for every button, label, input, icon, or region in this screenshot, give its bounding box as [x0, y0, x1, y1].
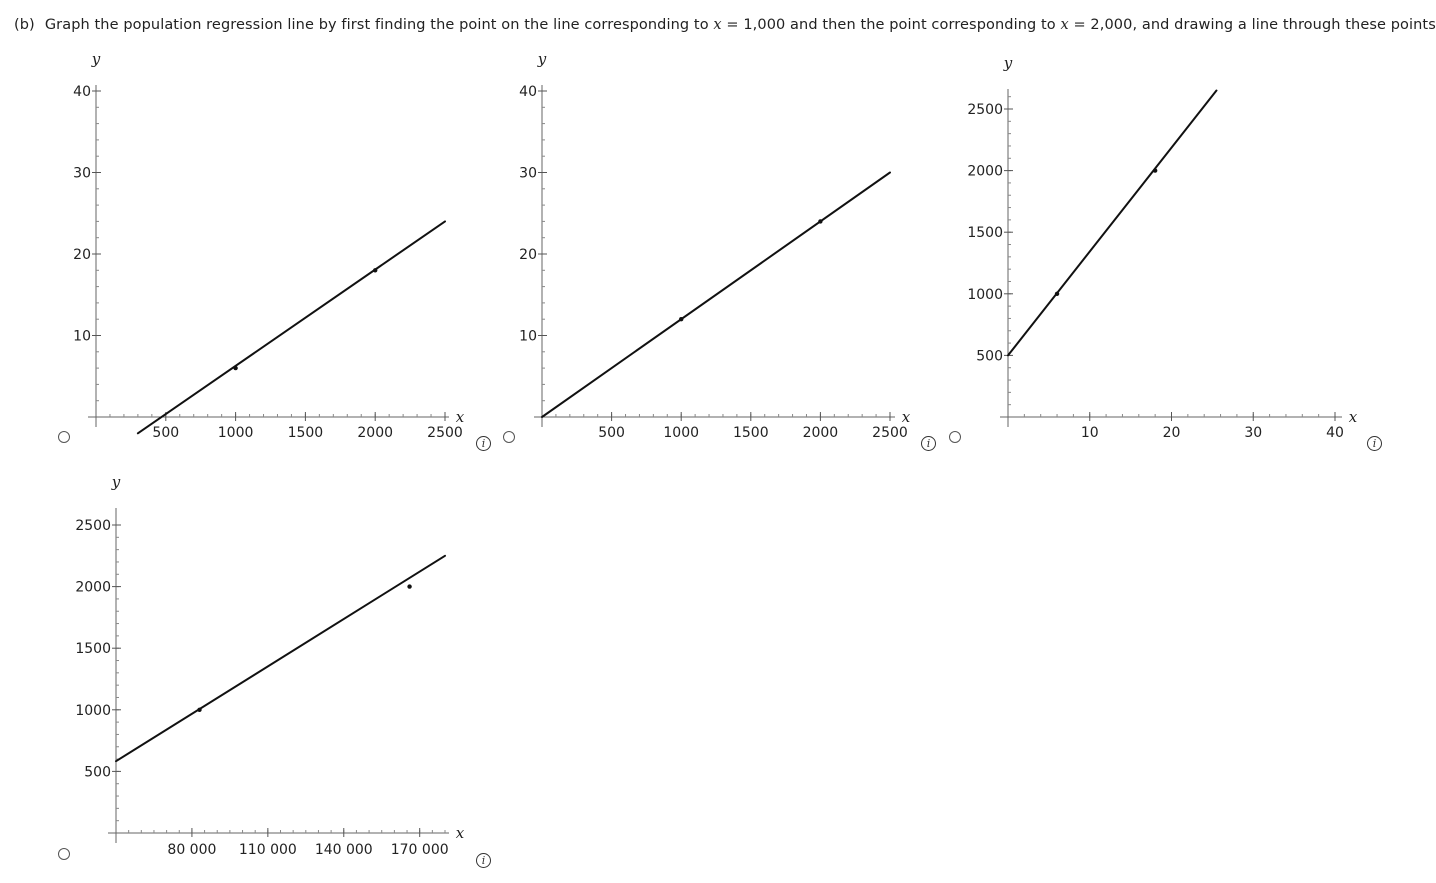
- regression-point: [818, 219, 823, 224]
- y-tick-label: 20: [519, 247, 537, 263]
- y-tick-label: 2000: [967, 164, 1003, 180]
- y-tick-label: 40: [519, 84, 537, 100]
- option-a-info-icon[interactable]: i: [476, 436, 491, 451]
- x-tick-label: 500: [598, 425, 625, 441]
- x-tick-label: 500: [152, 425, 179, 441]
- question-part-label: (b): [14, 17, 35, 33]
- y-tick-label: 40: [73, 84, 91, 100]
- y-tick-label: 500: [84, 764, 111, 780]
- x-tick-label: 10: [1081, 425, 1099, 441]
- option-b-info-icon[interactable]: i: [921, 436, 936, 451]
- x-tick-label: 2500: [427, 425, 463, 441]
- question-var-x-1: x: [713, 17, 722, 33]
- y-axis-label: y: [91, 50, 101, 68]
- x-tick-label: 1500: [288, 425, 324, 441]
- y-axis-label: y: [1003, 54, 1013, 72]
- regression-line: [541, 171, 891, 418]
- regression-point: [197, 707, 202, 712]
- x-tick-label: 30: [1244, 425, 1262, 441]
- y-axis-label: y: [537, 50, 547, 68]
- x-axis-label: x: [456, 824, 465, 842]
- regression-line: [115, 554, 446, 763]
- y-axis-label: y: [111, 473, 121, 491]
- y-tick-label: 30: [519, 166, 537, 182]
- y-tick-label: 500: [976, 348, 1003, 364]
- y-tick-label: 1500: [75, 641, 111, 657]
- x-tick-label: 80 000: [167, 842, 216, 858]
- question-text-3: = 2,000, and drawing a line through thes…: [1068, 17, 1436, 33]
- x-tick-label: 2000: [803, 425, 839, 441]
- x-tick-label: 2500: [872, 425, 908, 441]
- regression-line: [1007, 89, 1218, 357]
- x-tick-label: 1000: [218, 425, 254, 441]
- y-tick-label: 2500: [75, 518, 111, 534]
- x-tick-label: 20: [1163, 425, 1181, 441]
- regression-line: [136, 220, 446, 435]
- regression-point: [679, 317, 684, 322]
- regression-point: [233, 365, 238, 371]
- x-axis-label: x: [1349, 408, 1358, 426]
- y-tick-label: 2500: [967, 102, 1003, 118]
- regression-point: [407, 584, 412, 589]
- y-tick-label: 10: [73, 329, 91, 345]
- regression-point: [1054, 291, 1060, 296]
- x-tick-label: 140 000: [315, 842, 373, 858]
- y-tick-label: 1000: [967, 287, 1003, 303]
- x-tick-label: 170 000: [391, 842, 449, 858]
- option-d-radio[interactable]: [58, 848, 70, 860]
- x-axis-label: x: [902, 408, 911, 426]
- x-tick-label: 40: [1326, 425, 1344, 441]
- y-tick-label: 10: [519, 329, 537, 345]
- x-tick-label: 1000: [663, 425, 699, 441]
- option-c-info-icon[interactable]: i: [1367, 436, 1382, 451]
- x-tick-label: 2000: [357, 425, 393, 441]
- option-a-radio[interactable]: [58, 431, 70, 443]
- y-tick-label: 1000: [75, 703, 111, 719]
- question-text-1: Graph the population regression line by …: [44, 17, 714, 33]
- question-text-2: = 1,000 and then the point corresponding…: [721, 17, 1061, 33]
- question-prompt: (b) Graph the population regression line …: [14, 17, 1436, 33]
- y-tick-label: 2000: [75, 580, 111, 596]
- x-tick-label: 1500: [733, 425, 769, 441]
- y-tick-label: 1500: [967, 225, 1003, 241]
- regression-point: [1152, 168, 1158, 173]
- option-b-radio[interactable]: [503, 431, 515, 443]
- option-d-info-icon[interactable]: i: [476, 853, 491, 868]
- y-tick-label: 30: [73, 166, 91, 182]
- x-tick-label: 110 000: [239, 842, 297, 858]
- regression-point: [373, 268, 378, 273]
- option-c-radio[interactable]: [949, 431, 961, 443]
- question-var-x-2: x: [1060, 17, 1069, 33]
- y-tick-label: 20: [73, 247, 91, 263]
- x-axis-label: x: [456, 408, 465, 426]
